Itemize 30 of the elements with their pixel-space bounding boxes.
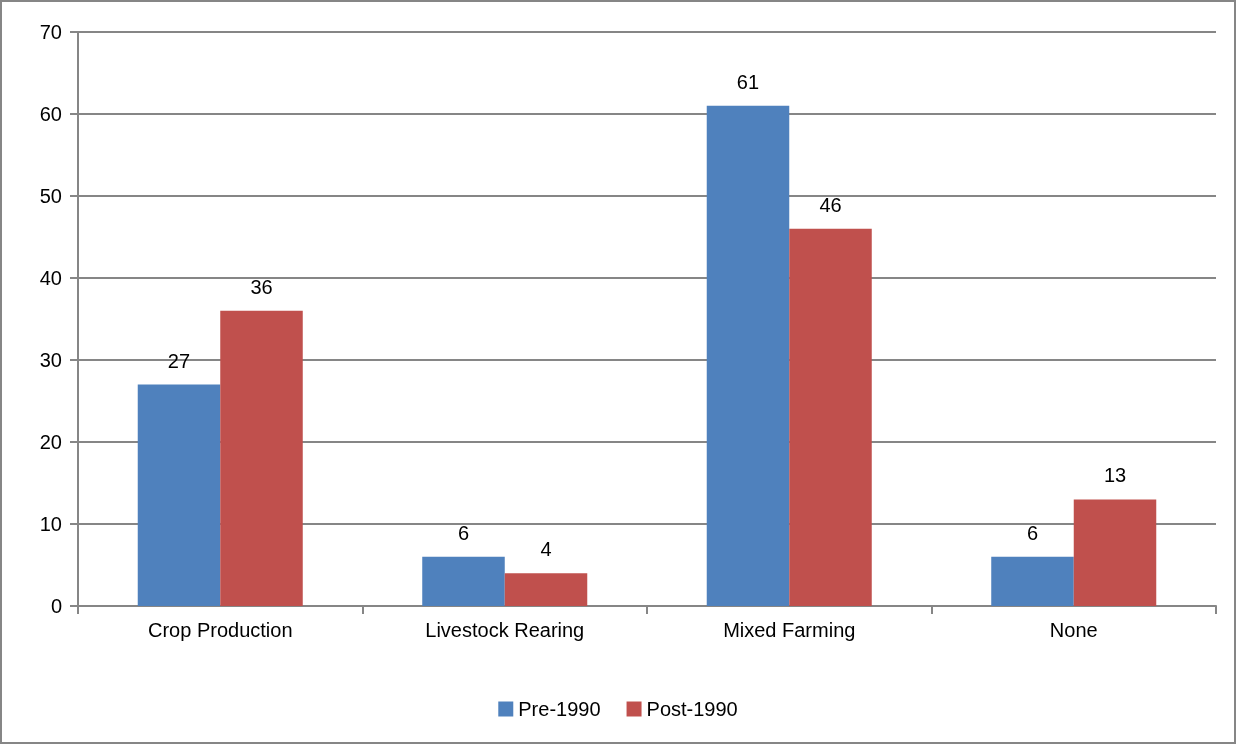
- bar: [137, 384, 221, 606]
- x-tick-label: Mixed Farming: [723, 619, 856, 641]
- legend-label: Pre-1990: [518, 698, 601, 720]
- bar: [220, 310, 303, 606]
- data-label: 4: [540, 538, 552, 561]
- bar: [504, 573, 588, 606]
- legend-label: Post-1990: [646, 698, 738, 720]
- y-tick-label: 50: [39, 185, 62, 207]
- bar: [422, 556, 505, 606]
- bar: [789, 228, 872, 606]
- y-tick-label: 40: [39, 267, 62, 289]
- y-tick-label: 60: [39, 103, 62, 125]
- x-tick-label: Livestock Rearing: [425, 619, 585, 641]
- x-tick-label: Crop Production: [147, 619, 293, 641]
- data-label: 27: [167, 349, 191, 372]
- bar: [706, 105, 790, 606]
- y-tick-label: 20: [39, 431, 62, 453]
- data-label: 36: [250, 275, 273, 298]
- y-tick-label: 70: [39, 21, 62, 43]
- data-label: 46: [819, 193, 842, 216]
- bar: [991, 556, 1074, 606]
- data-label: 13: [1103, 464, 1127, 487]
- bar: [1073, 499, 1157, 606]
- y-tick-label: 10: [39, 513, 62, 535]
- x-tick-label: None: [1049, 619, 1098, 641]
- data-label: 6: [1026, 521, 1039, 544]
- data-label: 6: [457, 521, 470, 544]
- y-tick-label: 30: [39, 349, 62, 371]
- data-label: 61: [736, 70, 760, 93]
- y-tick-label: 0: [50, 595, 62, 617]
